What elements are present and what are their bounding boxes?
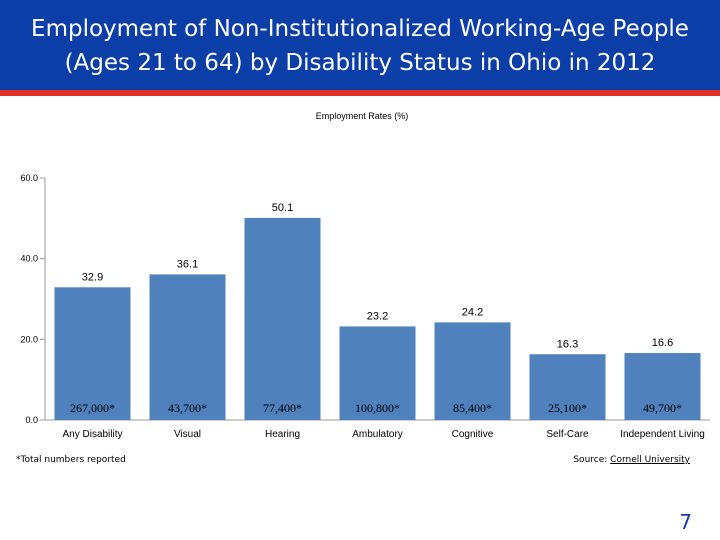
data-label: 32.9	[82, 271, 103, 283]
bar	[624, 353, 701, 420]
data-label: 24.2	[462, 306, 483, 318]
total-label: 43,700*	[168, 401, 207, 415]
category-label: Any Disability	[62, 429, 122, 440]
source-link[interactable]: Cornell University	[610, 455, 690, 465]
chart-title: Employment Rates (%)	[316, 111, 409, 121]
category-label: Self-Care	[546, 429, 589, 440]
footnote: *Total numbers reported	[16, 455, 126, 465]
category-label: Cognitive	[452, 429, 494, 440]
data-labels: 32.9 36.1 50.1 23.2 24.2 16.3 16.6	[82, 202, 673, 350]
bar	[149, 274, 226, 420]
category-label: Hearing	[265, 429, 300, 440]
bar	[244, 217, 321, 420]
total-label: 77,400*	[263, 401, 302, 415]
category-label: Visual	[174, 429, 201, 440]
title-divider	[0, 90, 720, 96]
total-label: 49,700*	[643, 401, 682, 415]
y-tick-label: 20.0	[20, 334, 38, 344]
employment-rate-chart: Employment Rates (%) 0.0 20.0 40.0 60.0 32.…	[20, 111, 710, 440]
bar	[339, 326, 416, 420]
slide-title: Employment of Non-Institutionalized Work…	[31, 16, 689, 76]
page-number: 7	[679, 510, 692, 534]
bar	[54, 287, 131, 420]
total-label: 100,800*	[355, 401, 400, 415]
y-tick-label: 40.0	[20, 254, 38, 264]
source-label: Source:	[573, 455, 611, 465]
data-label: 23.2	[367, 310, 388, 322]
data-label: 50.1	[272, 202, 293, 214]
title-banner	[0, 0, 720, 90]
source-note: Source: Cornell University	[560, 455, 690, 465]
category-labels: Any Disability Visual Hearing Ambulatory Cog…	[62, 429, 704, 440]
y-axis-ticks: 0.0 20.0 40.0 60.0	[20, 173, 45, 425]
total-label: 85,400*	[453, 401, 492, 415]
bar	[529, 354, 606, 420]
data-label: 16.3	[557, 338, 578, 350]
total-labels: 267,000* 43,700* 77,400* 100,800* 85,400* 25,…	[70, 401, 682, 415]
total-label: 267,000*	[70, 401, 115, 415]
category-label: Ambulatory	[352, 429, 403, 440]
category-label: Independent Living	[620, 429, 705, 440]
total-label: 25,100*	[548, 401, 587, 415]
data-label: 16.6	[652, 337, 673, 349]
bar	[434, 322, 511, 420]
y-tick-label: 60.0	[20, 173, 38, 183]
data-label: 36.1	[177, 258, 198, 270]
bar-series	[54, 217, 701, 420]
y-tick-label: 0.0	[25, 415, 38, 425]
